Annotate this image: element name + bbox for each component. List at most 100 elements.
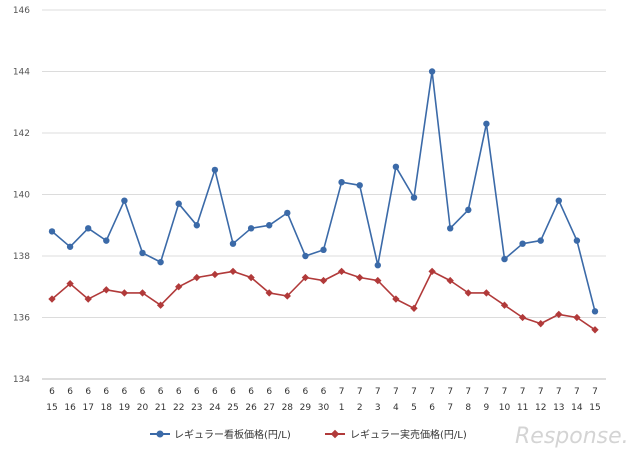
x-tick-day: 16 [64,403,76,413]
x-tick-month: 6 [158,387,164,397]
x-tick-day: 15 [589,403,600,413]
data-point-0 [447,225,454,232]
data-point-0 [193,222,200,229]
x-tick-month: 7 [465,387,471,397]
x-tick-day: 9 [484,403,490,413]
data-point-0 [175,200,182,207]
x-tick-month: 7 [502,387,508,397]
x-tick-month: 7 [574,387,580,397]
x-tick-month: 6 [194,387,200,397]
x-tick-month: 6 [122,387,128,397]
x-tick-day: 4 [393,403,399,413]
x-tick-month: 6 [67,387,73,397]
y-tick-label: 134 [13,375,30,385]
data-point-1 [337,267,346,276]
data-point-0 [121,197,128,204]
data-point-0 [338,179,345,186]
data-point-0 [410,194,418,201]
x-tick-month: 6 [230,387,236,397]
data-point-0 [483,120,490,127]
data-point-0 [103,237,110,244]
data-point-0 [519,240,526,247]
data-point-1 [428,267,436,276]
y-tick-label: 146 [13,6,30,16]
x-tick-month: 6 [212,387,218,397]
legend-marker-list-price [156,430,164,438]
legend: レギュラー看板価格(円/L) レギュラー実売価格(円/L) [150,428,467,441]
data-point-1 [48,295,56,303]
x-tick-day: 21 [155,403,166,413]
x-tick-month: 6 [176,387,182,397]
x-tick-month: 7 [484,387,490,397]
data-point-0 [266,222,273,229]
data-point-1 [229,267,237,276]
data-point-0 [465,206,472,214]
x-tick-month: 6 [140,387,146,397]
y-tick-label: 140 [13,191,30,201]
data-point-1 [555,310,563,319]
data-point-0 [247,225,255,232]
data-point-1 [102,286,110,294]
data-point-1 [175,283,183,291]
data-point-0 [428,68,436,75]
x-tick-day: 5 [411,403,417,413]
x-tick-month: 6 [103,387,109,397]
x-tick-month: 6 [266,387,272,397]
data-point-1 [482,289,491,297]
x-tick-day: 15 [46,403,57,413]
data-point-0 [573,237,581,244]
x-tick-month: 6 [303,387,309,397]
response-watermark: Response. [515,424,629,449]
data-point-1 [301,273,310,282]
data-point-0 [320,246,327,254]
x-axis-ticks: 6156166176186196206216226236246256266276… [46,387,600,413]
x-tick-month: 6 [284,387,290,397]
y-tick-label: 142 [13,129,30,139]
data-point-1 [537,319,545,328]
data-point-0 [392,163,400,171]
data-point-1 [374,276,382,285]
x-tick-day: 23 [191,403,202,413]
x-tick-day: 30 [318,403,330,413]
data-point-0 [591,308,599,315]
data-point-1 [211,270,219,279]
series-group [48,68,599,334]
grid-lines [42,9,606,380]
data-point-1 [283,292,291,300]
x-tick-month: 6 [49,387,55,397]
x-tick-month: 7 [375,387,381,397]
x-tick-day: 22 [173,403,184,413]
data-point-0 [229,240,237,247]
data-point-0 [284,209,291,217]
x-tick-month: 6 [248,387,254,397]
y-tick-label: 144 [13,68,30,78]
x-tick-day: 11 [517,403,528,413]
x-tick-day: 12 [535,403,546,413]
x-tick-day: 14 [571,403,583,413]
x-tick-day: 13 [553,403,564,413]
x-tick-month: 6 [321,387,327,397]
x-tick-day: 19 [119,403,131,413]
data-point-0 [48,228,56,235]
legend-label-actual-price: レギュラー実売価格(円/L) [350,428,467,441]
data-point-1 [500,301,509,309]
y-tick-label: 136 [13,314,30,324]
x-tick-month: 7 [538,387,544,397]
x-tick-day: 25 [227,403,238,413]
x-tick-month: 7 [357,387,363,397]
x-tick-day: 17 [82,403,93,413]
data-point-1 [446,276,454,285]
data-point-1 [84,295,92,303]
x-tick-month: 7 [556,387,562,397]
data-point-1 [156,301,165,309]
data-point-1 [138,289,147,297]
x-tick-day: 24 [209,403,221,413]
data-point-0 [555,197,562,204]
data-point-0 [157,258,164,266]
x-tick-day: 6 [429,403,435,413]
series-line-0 [51,70,596,312]
x-tick-day: 18 [101,403,113,413]
x-tick-day: 8 [465,403,471,413]
x-tick-day: 7 [447,403,453,413]
